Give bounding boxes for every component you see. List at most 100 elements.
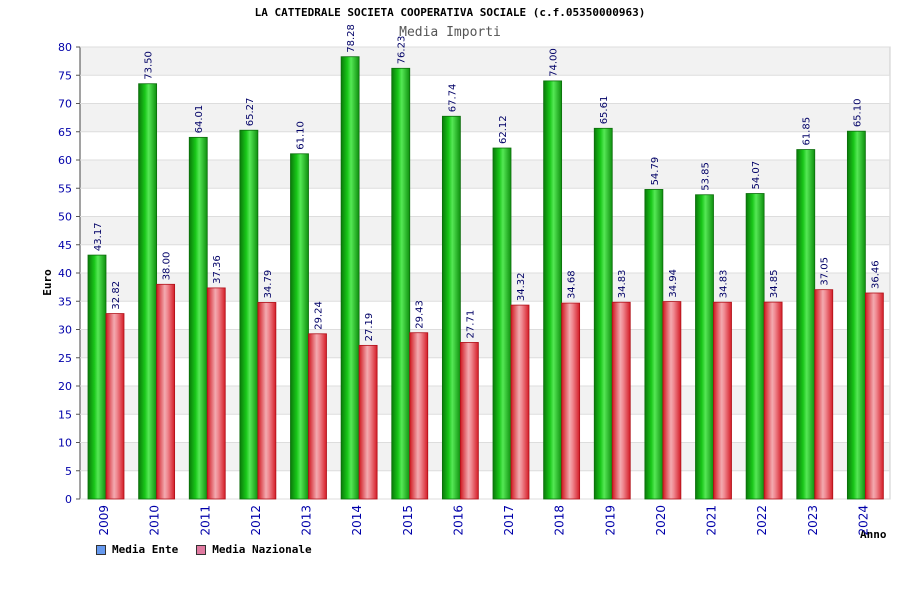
- bar-ente-2014: [340, 56, 360, 500]
- data-label: 65.61: [599, 96, 610, 125]
- data-label: 29.43: [415, 300, 426, 329]
- data-label: 34.79: [263, 270, 274, 299]
- data-label: 61.85: [802, 117, 813, 146]
- legend: Media Ente Media Nazionale: [96, 543, 312, 556]
- y-tick-label: 40: [58, 267, 72, 280]
- bar-ente-2017: [492, 147, 512, 500]
- data-label: 34.32: [516, 272, 527, 301]
- x-tick-label: 2012: [249, 505, 263, 536]
- value-labels: 43.17 32.82 73.50 38.00 64.01 37.36 65.27 34.79…: [93, 24, 881, 341]
- x-tick-label: 2013: [300, 505, 314, 536]
- bar-ente-2019: [593, 127, 613, 500]
- x-ticks: 2009 2010 2011 2012 2013 2014 2015 2016 2017 2018…: [97, 505, 870, 536]
- bar-nazionale-2010: [156, 283, 176, 500]
- bar-nazionale-2011: [206, 287, 226, 500]
- data-label: 27.19: [364, 313, 375, 342]
- data-label: 65.27: [245, 98, 256, 127]
- data-label: 29.24: [314, 301, 325, 330]
- data-label: 76.23: [397, 36, 408, 65]
- bar-nazionale-2013: [308, 333, 327, 500]
- data-label: 73.50: [144, 51, 155, 80]
- data-label: 34.83: [617, 270, 628, 299]
- data-label: 54.07: [751, 161, 762, 190]
- y-tick-label: 50: [58, 211, 72, 224]
- y-tick-label: 0: [65, 493, 72, 506]
- data-label: 62.12: [498, 115, 509, 144]
- bar-ente-2024: [846, 130, 866, 500]
- data-label: 67.74: [447, 84, 458, 113]
- bar-nazionale-2020: [662, 301, 682, 500]
- bar-nazionale-2018: [561, 302, 581, 500]
- x-tick-label: 2024: [856, 505, 870, 536]
- data-label: 78.28: [346, 24, 357, 53]
- bar-nazionale-2014: [358, 344, 378, 500]
- data-label: 64.01: [194, 105, 205, 134]
- x-tick-label: 2020: [654, 505, 668, 536]
- data-label: 32.82: [111, 281, 122, 310]
- y-tick-label: 80: [58, 41, 72, 54]
- x-tick-label: 2023: [806, 505, 820, 536]
- y-tick-label: 70: [58, 98, 72, 111]
- bar-ente-2023: [796, 149, 816, 500]
- x-tick-label: 2014: [350, 505, 364, 536]
- y-tick-label: 25: [58, 352, 72, 365]
- chart-title: LA CATTEDRALE SOCIETA COOPERATIVA SOCIAL…: [254, 6, 646, 19]
- bar-nazionale-2017: [510, 304, 530, 500]
- bar-ente-2012: [239, 129, 259, 500]
- bar-nazionale-2016: [459, 342, 479, 500]
- legend-item-nazionale: Media Nazionale: [196, 543, 312, 556]
- y-tick-label: 60: [58, 154, 72, 167]
- legend-swatch-ente: [96, 544, 106, 555]
- data-label: 65.10: [852, 99, 863, 128]
- bar-ente-2021: [695, 194, 714, 500]
- y-tick-label: 55: [58, 182, 72, 195]
- x-tick-label: 2011: [198, 505, 212, 536]
- data-label: 53.85: [701, 162, 712, 191]
- bar-nazionale-2012: [257, 302, 277, 500]
- legend-label-ente: Media Ente: [112, 543, 179, 556]
- bar-ente-2018: [543, 80, 563, 500]
- x-tick-label: 2010: [148, 505, 162, 536]
- x-tick-label: 2018: [553, 505, 567, 536]
- y-tick-label: 35: [58, 295, 72, 308]
- grid-band: [80, 47, 890, 76]
- y-tick-label: 15: [58, 408, 72, 421]
- y-tick-label: 65: [58, 126, 72, 139]
- bars: [87, 56, 884, 500]
- y-tick-label: 10: [58, 437, 72, 450]
- y-tick-label: 45: [58, 239, 72, 252]
- y-tick-label: 20: [58, 380, 72, 393]
- bar-ente-2020: [644, 189, 664, 500]
- grid-band: [80, 103, 890, 132]
- data-label: 38.00: [162, 252, 173, 281]
- data-label: 34.94: [668, 269, 679, 298]
- data-label: 37.36: [212, 255, 223, 284]
- bar-nazionale-2009: [105, 313, 125, 500]
- data-label: 34.83: [719, 270, 730, 299]
- data-label: 61.10: [296, 121, 307, 150]
- x-tick-label: 2015: [401, 505, 415, 536]
- y-tick-label: 30: [58, 324, 72, 337]
- data-label: 74.00: [549, 48, 560, 77]
- data-label: 54.79: [650, 157, 661, 186]
- data-label: 34.68: [567, 270, 578, 299]
- bar-ente-2015: [391, 67, 411, 500]
- bar-ente-2022: [745, 193, 765, 500]
- bar-nazionale-2019: [611, 301, 631, 500]
- data-label: 34.85: [769, 269, 780, 298]
- bar-nazionale-2021: [713, 301, 732, 500]
- x-tick-label: 2017: [502, 505, 516, 536]
- bar-nazionale-2024: [864, 292, 884, 500]
- x-tick-label: 2009: [97, 505, 111, 536]
- x-tick-label: 2019: [603, 505, 617, 536]
- legend-label-nazionale: Media Nazionale: [212, 543, 312, 556]
- bar-ente-2009: [87, 254, 107, 500]
- x-tick-label: 2016: [451, 505, 465, 536]
- x-tick-label: 2022: [755, 505, 769, 536]
- data-label: 37.05: [820, 257, 831, 286]
- x-axis-label: Anno: [860, 528, 887, 541]
- x-tick-label: 2021: [705, 505, 719, 536]
- y-tick-label: 75: [58, 69, 72, 82]
- legend-item-ente: Media Ente: [96, 543, 178, 556]
